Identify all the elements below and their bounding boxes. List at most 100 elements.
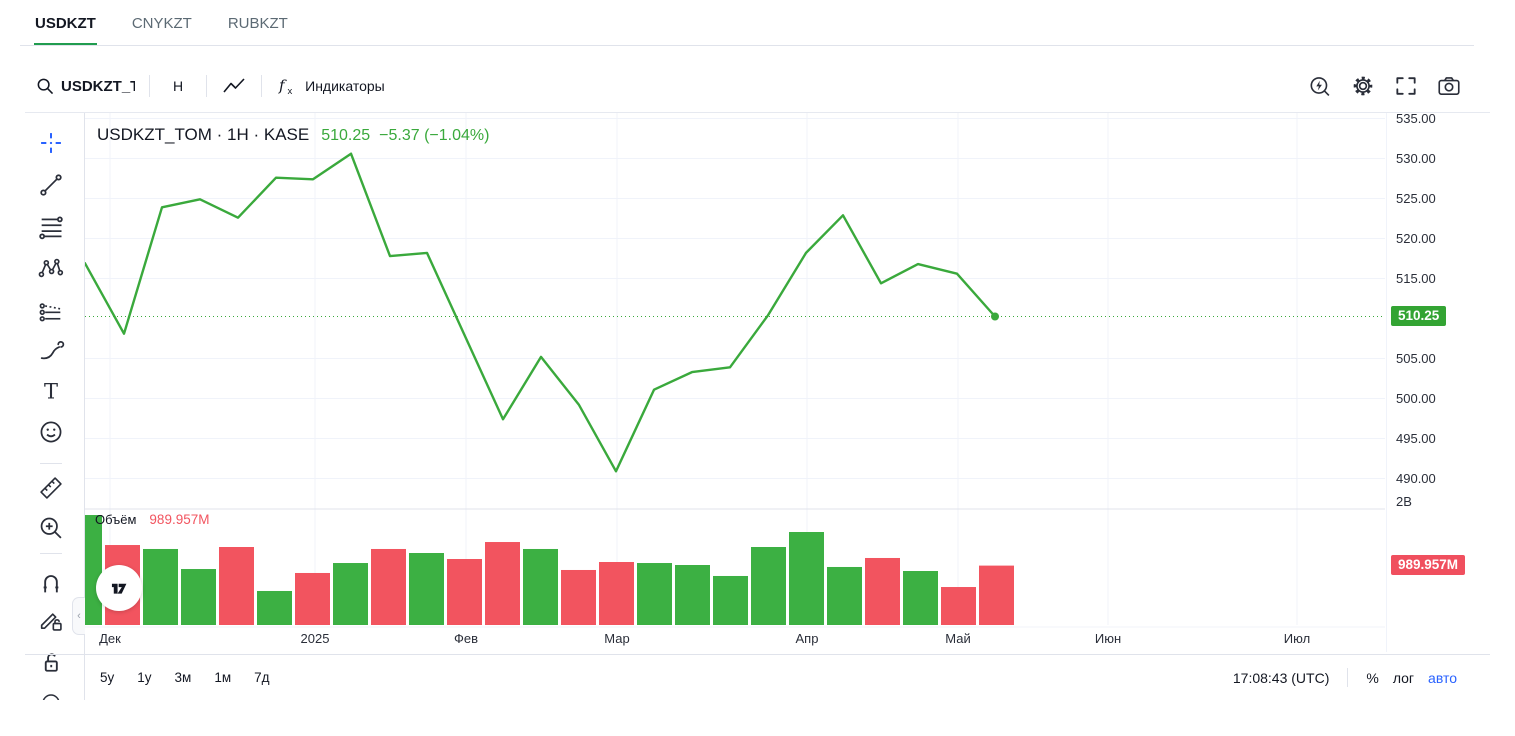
emoji-icon[interactable]	[37, 418, 65, 446]
projection-icon[interactable]	[37, 296, 65, 324]
toolbar-divider-bottom	[25, 112, 1490, 113]
symbol-search-value: USDKZT_T	[61, 77, 135, 95]
volume-bar	[561, 569, 596, 625]
volume-bar	[713, 575, 748, 625]
range-1y-button[interactable]: 1y	[137, 670, 152, 685]
lock-all-icon[interactable]	[37, 648, 65, 676]
price-axis-label: 490.00	[1396, 470, 1436, 486]
ruler-icon[interactable]	[37, 474, 65, 502]
volume-bar	[979, 565, 1014, 625]
symbol-tabs: USDKZT CNYKZT RUBKZT	[34, 0, 288, 46]
tabs-divider	[20, 45, 1474, 46]
last-volume-badge: 989.957M	[1391, 554, 1466, 575]
price-axis-label: 495.00	[1396, 430, 1436, 446]
last-price-dot	[991, 312, 999, 321]
tab-rubkzt[interactable]: RUBKZT	[228, 0, 288, 46]
toolbar-divider	[149, 75, 150, 97]
svg-text:f: f	[278, 77, 287, 95]
alert-icon[interactable]	[1307, 73, 1333, 99]
interval-button[interactable]: H	[173, 78, 184, 94]
legend-change: −5.37 (−1.04%)	[379, 127, 490, 144]
x-axis-label: Июл	[1283, 631, 1311, 646]
bottom-bar-divider	[25, 654, 1490, 655]
xabcd-pattern-icon[interactable]	[37, 254, 65, 282]
volume-bar	[789, 532, 824, 625]
chart-toolbar: USDKZT_T H f x Индикаторы	[35, 60, 385, 112]
volume-legend: Объём 989.957M	[95, 512, 209, 527]
volume-bar	[675, 565, 710, 625]
range-7d-button[interactable]: 7д	[254, 670, 270, 685]
search-icon	[35, 76, 55, 96]
settings-gear-icon[interactable]	[1350, 73, 1376, 99]
last-price-badge: 510.25	[1391, 305, 1447, 326]
drawing-lock-icon[interactable]	[37, 606, 65, 634]
chart-type-button[interactable]	[221, 75, 247, 97]
chart-canvas[interactable]	[85, 113, 1385, 652]
price-axis-label: 505.00	[1396, 350, 1436, 366]
price-axis-label: 520.00	[1396, 230, 1436, 246]
legend-quote: 510.25 −5.37 (−1.04%)	[321, 127, 489, 145]
indicators-label: Индикаторы	[305, 78, 385, 94]
range-5y-button[interactable]: 5y	[100, 670, 115, 685]
tradingview-logo[interactable]	[96, 565, 142, 611]
x-axis-label: Апр	[795, 631, 819, 646]
volume-bar	[485, 542, 520, 625]
x-axis-label: Мар	[604, 631, 630, 646]
toolbar-collapse-handle[interactable]: ‹	[72, 597, 85, 635]
volume-bar	[637, 563, 672, 625]
brush-icon[interactable]	[37, 336, 65, 364]
bottom-divider	[1347, 668, 1349, 687]
magnet-icon[interactable]	[37, 569, 65, 597]
svg-text:x: x	[288, 86, 293, 97]
svg-text:T: T	[44, 380, 58, 404]
volume-bar	[599, 562, 634, 625]
tab-usdkzt[interactable]: USDKZT	[34, 0, 97, 46]
text-icon[interactable]: T	[37, 377, 65, 405]
auto-scale-button[interactable]: авто	[1428, 669, 1457, 686]
zoom-in-icon[interactable]	[37, 514, 65, 542]
symbol-search-button[interactable]: USDKZT_T	[35, 76, 135, 96]
camera-snapshot-icon[interactable]	[1436, 73, 1462, 99]
price-line	[85, 152, 997, 473]
log-scale-button[interactable]: лог	[1392, 669, 1415, 686]
x-axis-label: Фев	[453, 631, 479, 646]
volume-bar	[903, 571, 938, 625]
fullscreen-icon[interactable]	[1393, 73, 1419, 99]
price-axis-label: 500.00	[1396, 390, 1436, 406]
range-1m-button[interactable]: 1м	[214, 670, 232, 685]
range-3m-button[interactable]: 3м	[174, 670, 192, 685]
line-chart-icon	[221, 75, 247, 97]
price-axis[interactable]: 2B 510.25 989.957M 535.00 530.00 525.00 520…	[1386, 110, 1515, 652]
bottom-right-group: 17:08:43 (UTC) % лог авто	[1233, 668, 1457, 687]
crosshair-icon[interactable]	[37, 129, 65, 157]
x-axis-label: Май	[945, 631, 971, 646]
clock-utc-button[interactable]: 17:08:43 (UTC)	[1232, 669, 1330, 686]
indicators-button[interactable]: f x Индикаторы	[276, 75, 385, 98]
chevron-left-icon: ‹	[77, 610, 81, 622]
chart-plot[interactable]: USDKZT_TOM · 1H · KASE 510.25 −5.37 (−1.…	[85, 113, 1385, 652]
tab-cnykzt[interactable]: CNYKZT	[132, 0, 192, 46]
volume-label: Объём	[95, 512, 137, 527]
volume-scale-label: 2B	[1396, 494, 1412, 509]
tab-label: USDKZT	[35, 14, 96, 32]
toolbar-right-group	[1307, 60, 1462, 112]
price-axis-label: 530.00	[1396, 150, 1436, 166]
price-axis-label: 515.00	[1396, 270, 1436, 286]
volume-value: 989.957M	[149, 512, 210, 527]
volume-bar	[219, 547, 254, 625]
price-axis-label: 535.00	[1396, 110, 1436, 126]
volume-bar	[865, 557, 900, 625]
price-axis-label: 525.00	[1396, 190, 1436, 206]
chart-legend: USDKZT_TOM · 1H · KASE 510.25 −5.37 (−1.…	[97, 125, 489, 145]
x-axis-label: Июн	[1094, 631, 1122, 646]
trend-line-icon[interactable]	[37, 171, 65, 199]
x-axis-label: 2025	[300, 631, 330, 646]
volume-bar	[371, 548, 406, 625]
percent-scale-button[interactable]: %	[1366, 669, 1379, 686]
legend-symbol-title: USDKZT_TOM · 1H · KASE	[97, 125, 310, 144]
eye-icon-partial[interactable]	[40, 692, 62, 700]
fib-retracement-icon[interactable]	[37, 213, 65, 241]
volume-bar	[523, 548, 558, 625]
left-toolbar-divider	[40, 463, 62, 464]
volume-bar	[827, 566, 862, 625]
